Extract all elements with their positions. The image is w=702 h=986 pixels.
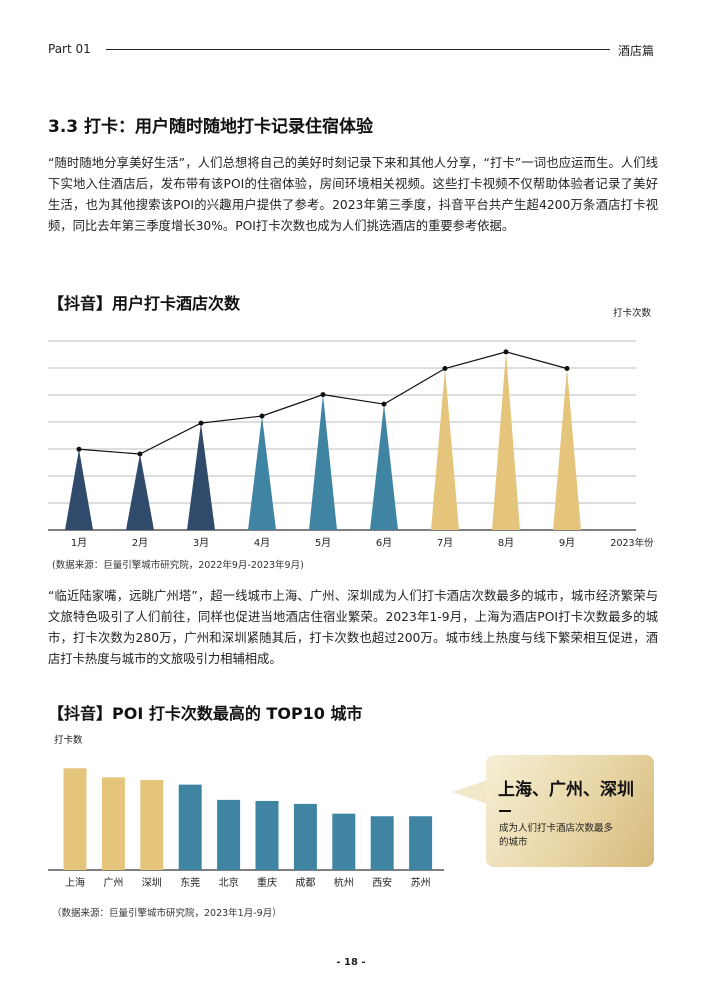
callout-pointer xyxy=(452,780,488,804)
chart1-x-tick: 1月 xyxy=(71,537,87,549)
paragraph-cities: “临近陆家嘴，远眺广州塔”，超一线城市上海、广州、深圳成为人们打卡酒店次数最多的… xyxy=(48,589,658,666)
chart2-source: （数据来源：巨量引擎城市研究院，2023年1月-9月） xyxy=(52,908,282,919)
chart1-point xyxy=(564,366,570,371)
chart1-point xyxy=(259,413,265,419)
callout-text: 成为人们打卡酒店次数最多的城市 xyxy=(499,823,614,848)
chart1-cone xyxy=(309,394,337,530)
callout-divider xyxy=(499,810,511,812)
chart1-title: 【抖音】用户打卡酒店次数 xyxy=(48,294,241,313)
chart1-point xyxy=(442,366,448,371)
chart2-x-tick: 苏州 xyxy=(411,876,431,889)
chart1-point xyxy=(320,392,326,398)
chart2-bar xyxy=(370,816,394,870)
chart2-x-tick: 上海 xyxy=(65,876,85,889)
chart2-bar xyxy=(409,816,433,870)
chart1-cone xyxy=(248,416,276,530)
header-rule xyxy=(106,49,610,50)
section-title: 3.3 打卡：用户随时随地打卡记录住宿体验 xyxy=(48,117,374,137)
chart1-cone xyxy=(431,368,459,530)
chart1-point xyxy=(381,401,387,407)
chart2-bar xyxy=(63,768,87,870)
chart2-x-tick: 杭州 xyxy=(334,876,354,889)
chart2-x-tick: 广州 xyxy=(103,877,123,889)
chart1-cone xyxy=(126,454,154,530)
chart2-bar xyxy=(293,803,317,870)
chart2-title: 【抖音】POI 打卡次数最高的 TOP10 城市 xyxy=(48,704,363,723)
chart1-x-tick: 3月 xyxy=(193,537,209,549)
chart1-y-label: 打卡次数 xyxy=(613,307,652,319)
chart1-x-tick: 6月 xyxy=(376,537,392,549)
chart2-x-tick: 东莞 xyxy=(180,876,200,889)
chart1-checkin-trend: 1月 2月 3月 4月 5月 6月 7月 8月 9月 打卡次数 2023年份 xyxy=(48,307,654,549)
chart1-cone xyxy=(492,351,520,530)
chart2-bar xyxy=(332,813,356,870)
chart1-x-tick: 8月 xyxy=(498,537,514,549)
chart2-x-tick: 西安 xyxy=(372,876,392,889)
chart1-point xyxy=(198,420,204,426)
chart1-x-tick: 7月 xyxy=(437,537,453,549)
chart2-x-tick: 成都 xyxy=(295,877,315,889)
chart2-x-tick: 重庆 xyxy=(257,876,277,889)
chart1-x-label: 2023年份 xyxy=(610,537,654,549)
section-label: 酒店篇 xyxy=(617,44,654,58)
chart1-point xyxy=(137,451,143,457)
chart2-bar xyxy=(217,799,241,870)
callout-box: 上海、广州、深圳 成为人们打卡酒店次数最多的城市 xyxy=(486,755,654,867)
chart2-bar xyxy=(255,800,279,870)
chart2-x-tick: 深圳 xyxy=(142,877,162,889)
chart1-x-tick: 9月 xyxy=(559,537,575,549)
paragraph-intro: “随时随地分享美好生活”，人们总想将自己的美好时刻记录下来和其他人分享，“打卡”… xyxy=(48,156,658,233)
chart2-bar xyxy=(178,784,202,870)
chart1-x-tick: 5月 xyxy=(315,537,331,549)
part-label: Part 01 xyxy=(48,42,91,56)
chart2-y-label: 打卡数 xyxy=(54,734,83,746)
chart1-source: (数据来源：巨量引擎城市研究院，2022年9月-2023年9月) xyxy=(52,560,304,571)
chart1-cone xyxy=(65,449,93,530)
chart2-bar xyxy=(140,779,164,870)
chart1-cone xyxy=(370,404,398,530)
chart1-x-tick: 4月 xyxy=(254,537,270,549)
chart2-bar xyxy=(101,777,125,870)
chart1-point xyxy=(503,349,509,355)
chart1-point xyxy=(76,446,82,452)
chart2-x-tick: 北京 xyxy=(219,876,239,889)
page-header: Part 01 酒店篇 xyxy=(48,40,654,58)
chart1-cone xyxy=(553,368,581,530)
callout-title: 上海、广州、深圳 xyxy=(498,780,634,800)
chart1-cone xyxy=(187,423,215,530)
chart1-x-tick: 2月 xyxy=(132,537,148,549)
page-number: - 18 - xyxy=(336,957,366,968)
